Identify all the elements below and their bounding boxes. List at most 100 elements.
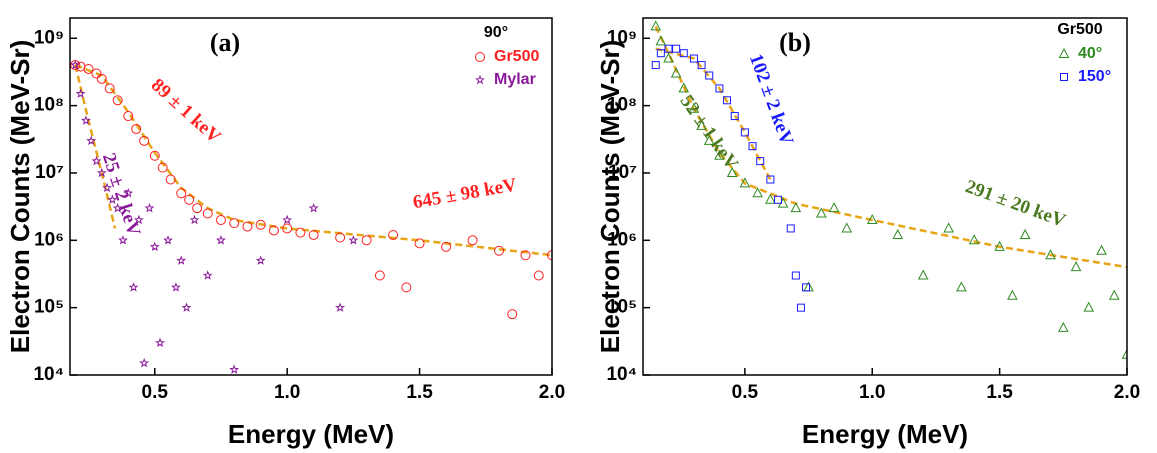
point	[968, 234, 980, 245]
point	[163, 235, 173, 245]
point	[155, 337, 166, 348]
point	[678, 82, 690, 93]
point	[748, 142, 757, 151]
x-tick-label: 0.5	[142, 382, 169, 403]
point	[165, 174, 176, 185]
point	[507, 309, 518, 320]
point	[374, 270, 385, 281]
point	[282, 223, 293, 234]
point	[494, 245, 505, 256]
point	[1121, 348, 1127, 359]
point	[703, 134, 715, 145]
x-axis-title: Energy (MeV)	[802, 419, 968, 449]
point	[1057, 321, 1069, 332]
point	[75, 61, 86, 72]
point	[892, 228, 904, 239]
y-tick-label: 10⁹	[607, 27, 637, 48]
point	[866, 213, 878, 225]
point	[943, 222, 955, 233]
plot-frame	[69, 17, 553, 376]
x-tick-label: 1.5	[406, 382, 433, 403]
y-tick-label: 10⁷	[608, 162, 637, 183]
point	[723, 96, 732, 105]
point	[268, 225, 279, 236]
point	[70, 59, 81, 70]
y-axis-title: Electron Counts (MeV-Sr)	[595, 40, 625, 353]
y-tick-label: 10⁶	[607, 229, 637, 250]
annotation: 645 ± 98 keV	[411, 174, 518, 213]
point	[841, 222, 853, 233]
legend-marker	[475, 52, 485, 62]
point	[118, 235, 128, 245]
point	[696, 119, 707, 130]
point	[786, 224, 795, 233]
point	[956, 281, 967, 292]
y-tick-label: 10⁵	[34, 297, 64, 318]
x-tick-label: 1.0	[274, 382, 300, 403]
point	[756, 157, 765, 166]
x-tick-label: 1.0	[859, 382, 885, 403]
point	[170, 282, 181, 292]
point	[157, 162, 168, 173]
point	[139, 135, 150, 146]
point	[255, 219, 266, 230]
point	[176, 188, 187, 199]
point	[202, 208, 213, 219]
point	[533, 270, 544, 281]
point	[128, 282, 139, 292]
point	[401, 282, 412, 293]
point	[215, 235, 226, 245]
point	[697, 61, 706, 70]
point	[752, 187, 763, 198]
point	[679, 49, 688, 58]
legend-marker	[475, 74, 485, 85]
plot-frame	[642, 17, 1128, 376]
point	[86, 135, 97, 146]
fit-line	[655, 47, 772, 181]
panel-label: (b)	[779, 28, 811, 57]
plot-area	[70, 59, 552, 374]
point	[282, 214, 293, 225]
point	[815, 207, 827, 218]
point	[184, 194, 195, 205]
annotation: 89 ± 1 keV	[147, 75, 225, 148]
point	[730, 112, 739, 121]
point	[705, 71, 714, 80]
point	[1096, 244, 1107, 255]
y-tick-label: 10⁵	[607, 297, 637, 318]
point	[91, 155, 102, 166]
point	[689, 54, 698, 63]
point	[335, 302, 346, 312]
point	[149, 150, 160, 161]
point	[765, 193, 776, 204]
point	[112, 95, 123, 106]
point	[790, 202, 802, 213]
point	[1019, 228, 1031, 239]
point	[802, 283, 811, 292]
point	[104, 83, 115, 94]
x-tick-label: 0.5	[732, 382, 759, 403]
annotation: 102 ± 2 keV	[745, 51, 797, 148]
point	[361, 235, 372, 246]
point	[994, 240, 1005, 251]
point	[308, 202, 319, 213]
point	[740, 128, 749, 137]
x-tick-label: 1.5	[986, 382, 1013, 403]
y-axis-title: Electron Counts (MeV-Sr)	[5, 40, 35, 353]
point	[520, 250, 531, 261]
fit-line	[74, 64, 117, 229]
legend-label: Mylar	[494, 71, 536, 88]
x-tick-label: 2.0	[539, 382, 565, 403]
point	[139, 357, 150, 368]
point	[655, 35, 667, 46]
y-tick-label: 10⁸	[607, 95, 637, 116]
point	[107, 194, 118, 204]
point	[123, 111, 134, 122]
point	[1108, 289, 1120, 300]
fit-line	[654, 25, 1127, 269]
panel-label: (a)	[210, 28, 240, 57]
point	[96, 167, 107, 178]
point	[215, 215, 226, 226]
